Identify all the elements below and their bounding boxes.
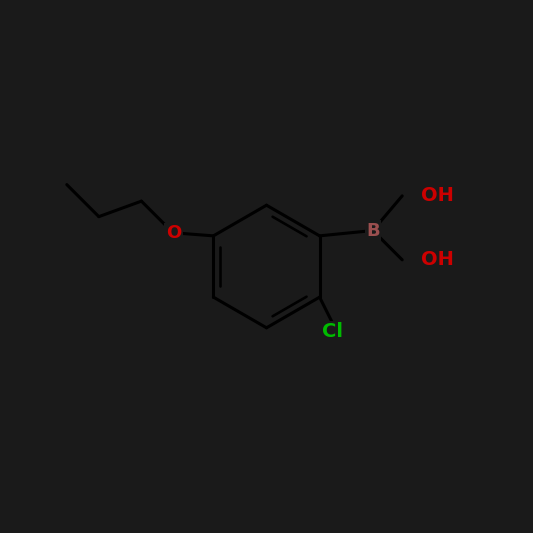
Text: OH: OH <box>421 251 454 269</box>
Text: Cl: Cl <box>322 322 343 341</box>
Text: OH: OH <box>421 187 454 205</box>
Text: O: O <box>166 224 181 242</box>
Text: B: B <box>366 222 379 239</box>
